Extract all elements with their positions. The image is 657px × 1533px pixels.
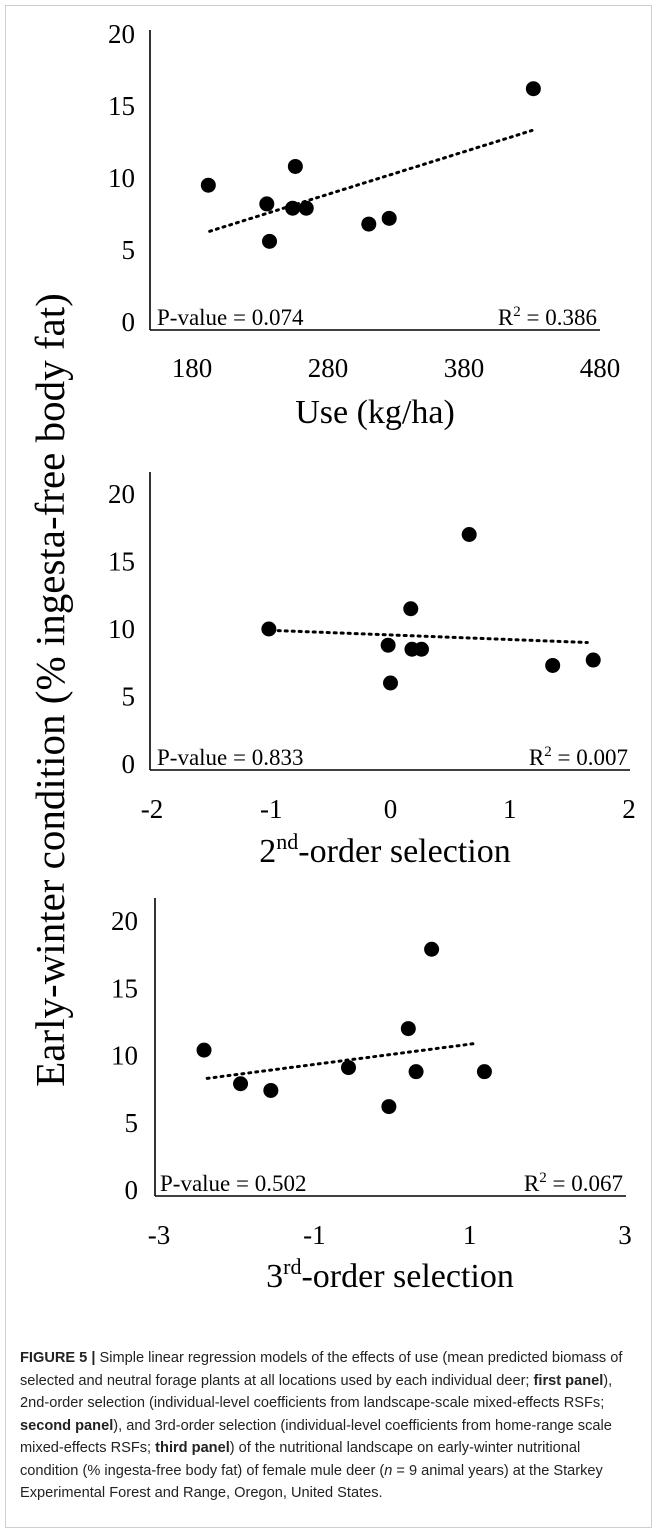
data-point (525, 81, 541, 97)
data-point (233, 1076, 249, 1092)
x-tick-label: -1 (303, 1220, 326, 1250)
caption-text: Simple linear regression models of the e… (20, 1350, 623, 1389)
panel-3rd-order: 0 5 10 15 20 -3 -1 1 3 P-value = 0.502 R2 = 0.06… (111, 898, 632, 1295)
caption-italic: n (384, 1462, 393, 1479)
y-tick-label: 15 (108, 547, 135, 577)
p-value-label: P-value = 0.074 (157, 305, 304, 330)
data-point (381, 1099, 397, 1115)
r-squared-label: R2 = 0.007 (529, 744, 628, 770)
data-point (263, 1082, 279, 1098)
y-tick-label: 0 (122, 749, 136, 779)
data-point (285, 200, 301, 216)
x-tick-label: -3 (148, 1220, 171, 1250)
p-value-label: P-value = 0.833 (157, 745, 303, 770)
y-tick-label: 5 (122, 235, 136, 265)
x-tick-label: 280 (308, 353, 349, 383)
x-tick-label: 3 (618, 1220, 632, 1250)
data-point (424, 941, 440, 957)
data-point (361, 216, 377, 232)
y-axis-title: Early-winter condition (% ingesta-free b… (27, 293, 73, 1087)
r-squared-label: R2 = 0.067 (524, 1170, 623, 1196)
caption-text: ), and 3rd-order selection (individual-l… (20, 1417, 612, 1457)
x-axis-title: 3rd-order selection (266, 1254, 514, 1295)
p-value-label: P-value = 0.502 (160, 1171, 306, 1196)
data-point (408, 1064, 424, 1080)
x-tick-label: 1 (463, 1220, 477, 1250)
x-axis-title: Use (kg/ha) (295, 394, 455, 431)
data-point (476, 1064, 492, 1080)
x-tick-label: 380 (444, 353, 485, 383)
data-point (383, 675, 398, 691)
x-tick-label: -2 (141, 794, 164, 824)
y-tick-label: 5 (125, 1108, 139, 1138)
x-axis-title: 2nd-order selection (259, 829, 510, 870)
caption-text: ), 2nd-order selection (individual-level… (20, 1372, 613, 1412)
caption-text: ) of the nutritional landscape on early-… (20, 1440, 581, 1479)
data-point (287, 158, 303, 174)
y-tick-label: 0 (125, 1175, 139, 1205)
data-point (262, 233, 278, 249)
trend-line (208, 128, 534, 233)
r-squared-label: R2 = 0.386 (498, 304, 597, 330)
y-tick-label: 15 (108, 91, 135, 121)
y-tick-label: 20 (108, 479, 135, 509)
x-tick-label: 480 (580, 353, 621, 383)
data-point (380, 637, 396, 653)
data-point (298, 200, 314, 216)
x-tick-label: 1 (503, 794, 517, 824)
x-tick-label: 0 (384, 794, 398, 824)
data-point (341, 1060, 357, 1076)
figure-label: FIGURE 5 | (20, 1350, 96, 1366)
data-point (585, 652, 601, 668)
caption-bold: first panel (533, 1372, 604, 1389)
caption-bold: second panel (20, 1417, 114, 1434)
figure-frame (5, 5, 652, 1528)
y-tick-label: 15 (111, 973, 138, 1003)
figure-caption: FIGURE 5 | Simple linear regression mode… (20, 1347, 638, 1505)
trend-line (205, 1041, 478, 1080)
data-point (259, 196, 275, 212)
data-point (414, 641, 430, 657)
y-tick-label: 10 (108, 614, 135, 644)
y-tick-label: 5 (122, 682, 136, 712)
y-tick-label: 10 (108, 163, 135, 193)
y-tick-label: 0 (122, 307, 136, 337)
y-tick-label: 20 (111, 906, 138, 936)
caption-text: = 9 animal years) at the Starkey Experim… (20, 1462, 603, 1502)
data-point (381, 210, 397, 226)
data-point (261, 621, 277, 637)
data-point (545, 657, 561, 673)
caption-bold: third panel (155, 1440, 230, 1456)
data-point (403, 601, 419, 617)
x-tick-label: 2 (622, 794, 636, 824)
y-tick-label: 10 (111, 1041, 138, 1071)
panel-use: 0 5 10 15 20 180 280 380 480 P-value = 0.074 R2 … (108, 19, 620, 431)
x-tick-label: -1 (260, 794, 283, 824)
data-point (200, 177, 216, 193)
data-point (196, 1042, 212, 1058)
data-point (461, 527, 477, 542)
trend-line (269, 628, 589, 644)
panel-2nd-order: 0 5 10 15 20 -2 -1 0 1 2 P-value = 0.833 R2 = 0.0… (108, 472, 636, 870)
x-tick-label: 180 (172, 353, 213, 383)
data-point (400, 1021, 416, 1037)
y-tick-label: 20 (108, 19, 135, 49)
